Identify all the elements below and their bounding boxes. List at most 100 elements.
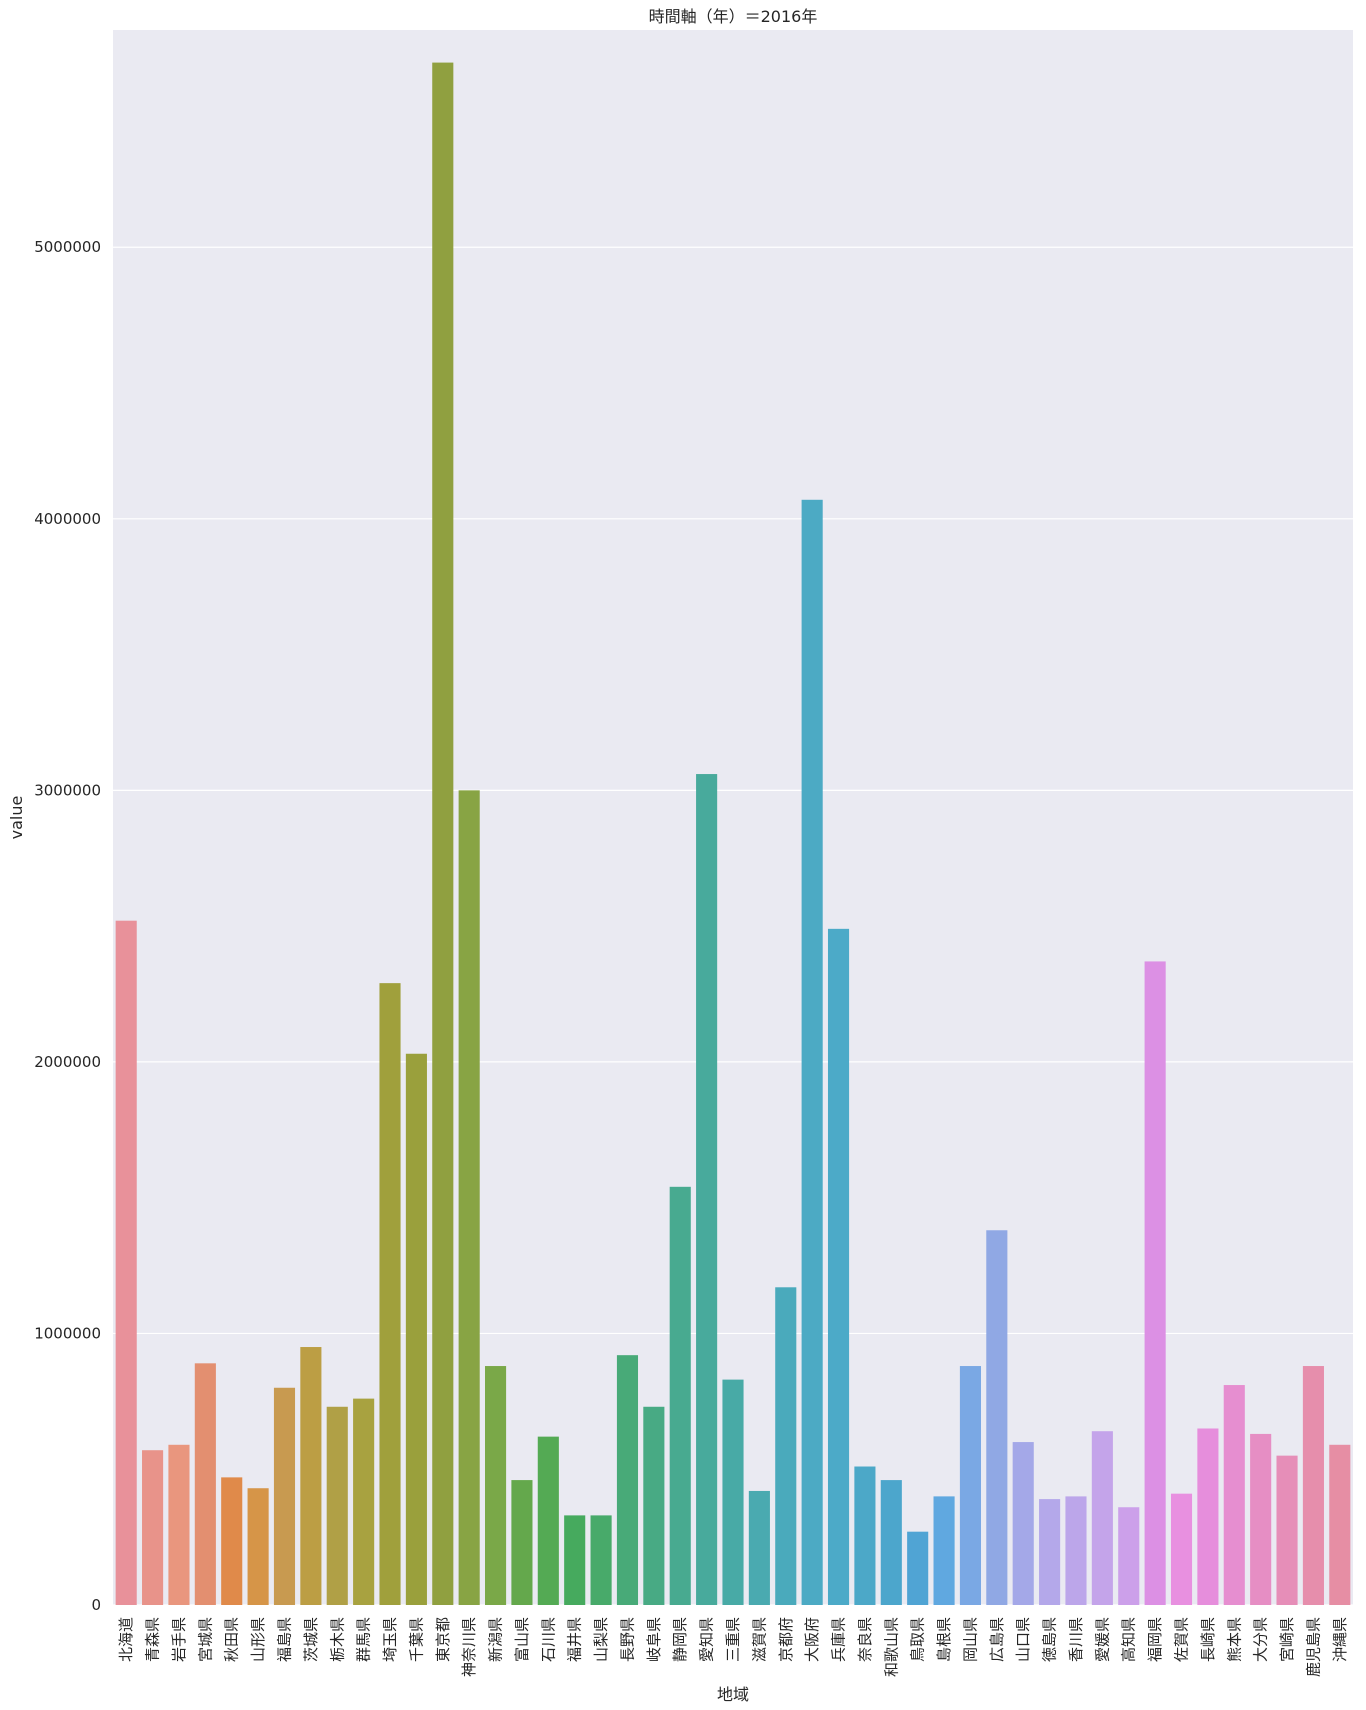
bar	[722, 1379, 744, 1605]
bar	[880, 1480, 902, 1605]
bar	[854, 1466, 876, 1605]
bar	[616, 1355, 639, 1605]
x-tick-label: 沖縄県	[1331, 1617, 1349, 1662]
bar	[564, 1515, 586, 1605]
x-tick-label: 兵庫県	[830, 1617, 848, 1662]
x-tick-label: 三重県	[724, 1617, 742, 1662]
y-tick-label: 1000000	[34, 1324, 101, 1342]
x-tick-label: 青森県	[144, 1617, 162, 1662]
bar	[273, 1387, 296, 1605]
x-tick-label: 秋田県	[223, 1617, 241, 1662]
bar	[458, 790, 480, 1605]
bar	[1223, 1385, 1245, 1605]
x-tick-label: 長崎県	[1199, 1617, 1217, 1662]
bar	[590, 1515, 612, 1605]
x-tick-label: 熊本県	[1225, 1617, 1243, 1662]
bar	[537, 1436, 559, 1605]
x-tick-label: 鳥取県	[909, 1617, 927, 1662]
x-tick-label: 高知県	[1120, 1617, 1138, 1662]
x-tick-label: 山梨県	[592, 1617, 610, 1662]
y-tick-labels: 0 1000000 2000000 3000000 4000000 5000000	[34, 238, 101, 1614]
x-tick-label: 宮城県	[196, 1617, 214, 1662]
x-tick-label: 愛知県	[698, 1617, 716, 1662]
x-tick-label: 和歌山県	[882, 1617, 900, 1677]
bar	[168, 1444, 190, 1605]
bar	[1197, 1428, 1219, 1605]
x-tick-label: 大阪府	[803, 1617, 821, 1662]
x-tick-label: 群馬県	[355, 1617, 373, 1662]
x-tick-label: 宮崎県	[1278, 1617, 1296, 1662]
bar	[1118, 1507, 1140, 1605]
x-tick-label: 埼玉県	[381, 1617, 399, 1662]
bar	[1091, 1431, 1113, 1605]
bar	[142, 1450, 164, 1605]
x-tick-label: 福井県	[566, 1617, 584, 1662]
x-tick-labels: 北海道 青森県 岩手県 宮城県 秋田県 山形県 福島県 茨城県 栃木県 群馬県 埼玉県 千葉県 東京都神…	[117, 1617, 1349, 1677]
bar	[669, 1186, 691, 1605]
x-axis-label: 地域	[717, 1685, 749, 1704]
bar	[247, 1488, 269, 1605]
x-tick-label: 滋賀県	[750, 1617, 768, 1662]
bar	[1302, 1366, 1324, 1605]
x-tick-label: 大分県	[1252, 1617, 1270, 1662]
bar	[775, 1287, 797, 1605]
plot-background	[113, 30, 1353, 1605]
bar	[933, 1496, 955, 1605]
bar	[1250, 1433, 1272, 1605]
x-tick-label: 奈良県	[856, 1617, 874, 1662]
x-tick-label: 山口県	[1014, 1617, 1032, 1662]
bar	[405, 1053, 427, 1605]
x-tick-label: 徳島県	[1041, 1617, 1059, 1662]
x-tick-label: 香川県	[1067, 1617, 1085, 1662]
x-tick-label: 岩手県	[170, 1617, 188, 1662]
bar	[801, 499, 823, 1606]
bar	[115, 920, 137, 1605]
bar	[326, 1406, 348, 1605]
bars	[115, 62, 1351, 1606]
bar	[432, 62, 454, 1606]
bar	[827, 928, 850, 1605]
x-tick-label: 広島県	[988, 1617, 1006, 1662]
x-tick-label: 山形県	[249, 1617, 267, 1662]
bar	[748, 1490, 770, 1605]
x-tick-label: 岡山県	[961, 1617, 979, 1662]
y-tick-label: 5000000	[34, 238, 101, 256]
bar	[696, 774, 718, 1605]
x-tick-label: 愛媛県	[1093, 1617, 1111, 1662]
bar	[1065, 1496, 1087, 1605]
bar	[353, 1398, 375, 1605]
x-tick-label: 石川県	[539, 1617, 557, 1662]
bar	[221, 1477, 243, 1605]
x-tick-label: 東京都	[434, 1617, 452, 1662]
y-axis-label: value	[7, 796, 26, 840]
bar	[1170, 1493, 1193, 1605]
bar	[300, 1347, 322, 1605]
x-tick-label: 富山県	[513, 1617, 531, 1662]
x-tick-label: 岐阜県	[645, 1617, 663, 1662]
y-tick-label: 4000000	[34, 510, 101, 528]
x-tick-label: 福島県	[275, 1617, 293, 1662]
x-tick-label: 長野県	[618, 1617, 636, 1662]
bar	[379, 983, 401, 1605]
x-tick-label: 神奈川県	[460, 1617, 478, 1677]
bar	[1276, 1455, 1298, 1605]
x-tick-label: 北海道	[117, 1617, 135, 1662]
bar	[959, 1366, 981, 1605]
bar	[986, 1230, 1008, 1605]
bar	[194, 1363, 216, 1605]
bar	[1012, 1442, 1034, 1605]
y-tick-label: 0	[91, 1596, 101, 1614]
x-tick-label: 佐賀県	[1173, 1617, 1191, 1662]
bar	[1329, 1444, 1351, 1605]
x-tick-label: 新潟県	[487, 1617, 505, 1662]
x-tick-label: 千葉県	[407, 1617, 425, 1662]
y-tick-label: 3000000	[34, 781, 101, 799]
x-tick-label: 静岡県	[671, 1617, 689, 1662]
x-tick-label: 栃木県	[328, 1617, 346, 1662]
x-tick-label: 島根県	[935, 1617, 953, 1662]
chart-title: 時間軸（年）＝2016年	[649, 7, 818, 26]
bar	[907, 1531, 929, 1605]
bar	[1039, 1499, 1061, 1605]
x-tick-label: 京都府	[777, 1617, 795, 1662]
